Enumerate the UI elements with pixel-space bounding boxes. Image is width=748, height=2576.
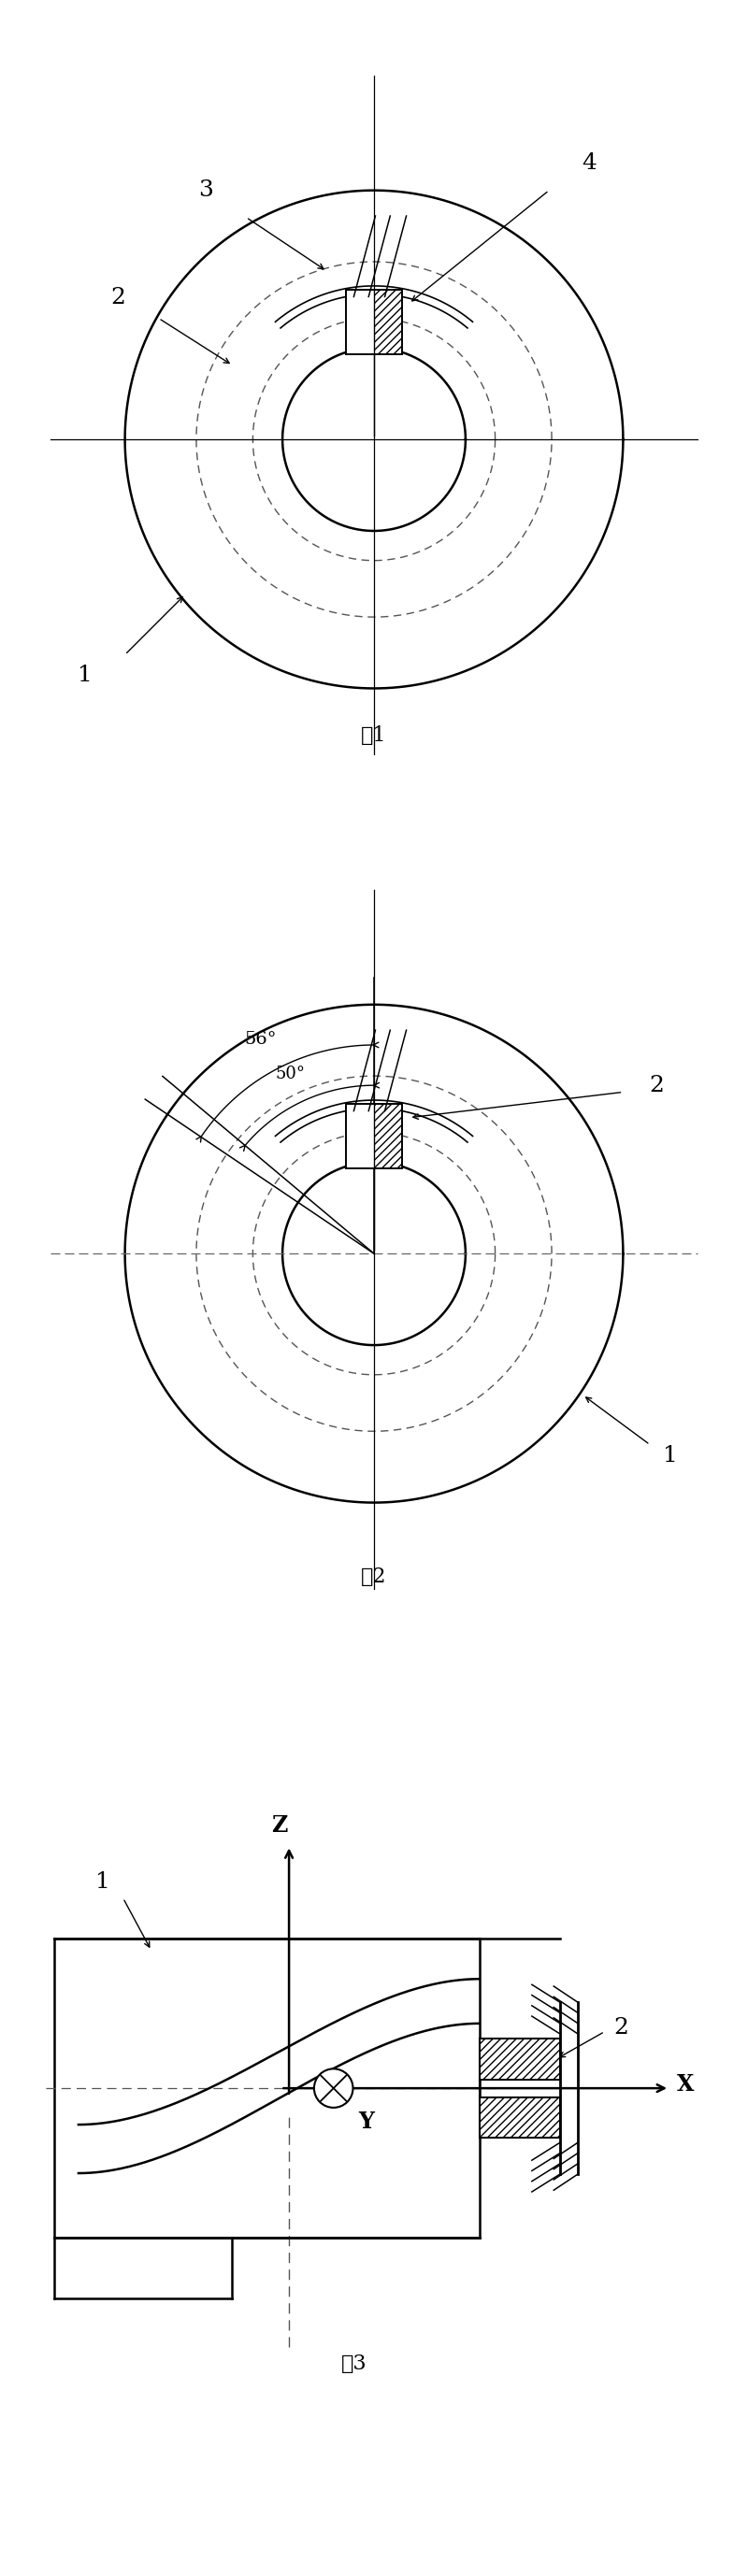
Bar <box>374 291 402 355</box>
Text: Z: Z <box>272 1814 287 1837</box>
Text: X: X <box>677 2074 694 2094</box>
Bar <box>346 1105 402 1170</box>
Text: 1: 1 <box>77 665 92 685</box>
Bar <box>374 1105 402 1170</box>
Bar <box>479 2038 560 2079</box>
Text: 50°: 50° <box>275 1066 305 1082</box>
Circle shape <box>314 2069 353 2107</box>
Text: 2: 2 <box>111 289 126 309</box>
Text: 56°: 56° <box>244 1030 276 1048</box>
Bar <box>479 2038 560 2079</box>
Text: 4: 4 <box>582 152 597 175</box>
Text: 图1: 图1 <box>361 726 387 747</box>
Text: 3: 3 <box>198 180 213 201</box>
Text: 2: 2 <box>613 2017 628 2038</box>
Bar <box>346 1105 402 1170</box>
Text: 图2: 图2 <box>361 1566 387 1587</box>
Bar <box>479 2097 560 2138</box>
Bar <box>479 2097 560 2138</box>
Text: 1: 1 <box>96 1870 110 1893</box>
Text: 图3: 图3 <box>341 2352 367 2372</box>
Bar <box>346 291 402 355</box>
Bar <box>479 2097 560 2138</box>
Bar <box>346 291 402 355</box>
Text: 1: 1 <box>663 1445 678 1466</box>
Bar <box>479 2038 560 2079</box>
Text: 2: 2 <box>649 1074 664 1097</box>
Text: Y: Y <box>358 2110 374 2133</box>
